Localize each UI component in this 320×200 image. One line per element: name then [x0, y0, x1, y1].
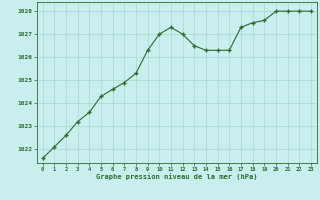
- X-axis label: Graphe pression niveau de la mer (hPa): Graphe pression niveau de la mer (hPa): [96, 174, 258, 180]
